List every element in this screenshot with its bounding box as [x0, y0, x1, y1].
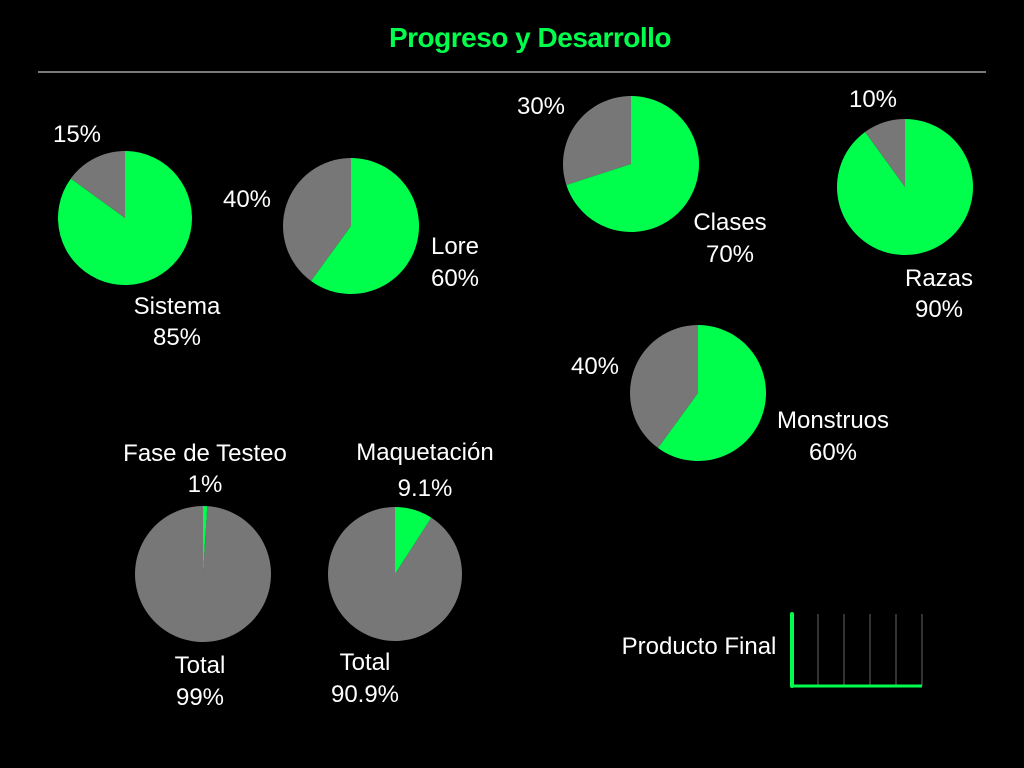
bar-producto-final-label: Producto Final: [621, 633, 777, 660]
pie-monstruos-remaining-slice: [630, 325, 698, 449]
bar-chart-producto-final: [790, 612, 923, 688]
pie-testeo-completed-slice: [203, 506, 208, 574]
pie-maquetacion-remaining-label: 90.9%: [330, 681, 400, 708]
page-title: Progreso y Desarrollo: [388, 22, 672, 53]
pie-testeo-completed-label: 1%: [187, 471, 223, 498]
title-divider: [38, 71, 986, 73]
pie-sistema-completed-slice: [57, 151, 192, 285]
pie-testeo-remaining-name-label: Total: [174, 652, 226, 679]
pie-clases-completed-slice: [566, 96, 699, 232]
pie-monstruos-completed-label: 60%: [808, 439, 858, 466]
pie-testeo-remaining-slice: [134, 506, 271, 642]
pie-maquetacion-completed-slice: [395, 507, 432, 574]
pie-sistema-completed-label: 85%: [152, 324, 202, 351]
pie-razas-name-label: Razas: [904, 265, 974, 292]
pie-testeo-remaining-label: 99%: [175, 684, 225, 711]
pie-razas-completed-label: 90%: [914, 296, 964, 323]
pie-maquetacion-name-label: Maquetación: [356, 439, 494, 466]
pie-lore-remaining-label: 40%: [222, 186, 272, 213]
pie-razas-completed-slice: [837, 119, 973, 255]
pie-chart-sistema: [57, 151, 192, 285]
pie-testeo-name-label: Fase de Testeo: [123, 440, 287, 467]
pie-chart-razas: [837, 119, 973, 255]
pie-lore-completed-label: 60%: [430, 265, 480, 292]
pie-chart-monstruos: [630, 325, 766, 461]
pie-clases-remaining-label: 30%: [516, 93, 566, 120]
pie-lore-remaining-slice: [283, 158, 351, 282]
pie-lore-completed-slice: [311, 158, 419, 294]
pie-maquetacion-remaining-name-label: Total: [339, 649, 391, 676]
pie-clases-remaining-slice: [563, 96, 631, 186]
pie-razas-remaining-label: 10%: [848, 86, 898, 113]
pie-clases-name-label: Clases: [693, 209, 767, 236]
pie-chart-lore: [283, 158, 419, 294]
pie-maquetacion-completed-label: 9.1%: [397, 475, 453, 502]
pie-lore-name-label: Lore: [430, 233, 480, 260]
pie-chart-maquetacion: [328, 507, 462, 641]
pie-sistema-remaining-label: 15%: [52, 121, 102, 148]
pie-sistema-name-label: Sistema: [133, 293, 221, 320]
pie-chart-fase-de-testeo: [134, 506, 271, 642]
pie-clases-completed-label: 70%: [705, 241, 755, 268]
pie-sistema-remaining-slice: [70, 151, 125, 218]
pie-chart-clases: [563, 96, 699, 232]
pie-monstruos-name-label: Monstruos: [776, 407, 890, 434]
pie-monstruos-remaining-label: 40%: [570, 353, 620, 380]
pie-razas-remaining-slice: [865, 119, 905, 187]
pie-monstruos-completed-slice: [658, 325, 766, 461]
